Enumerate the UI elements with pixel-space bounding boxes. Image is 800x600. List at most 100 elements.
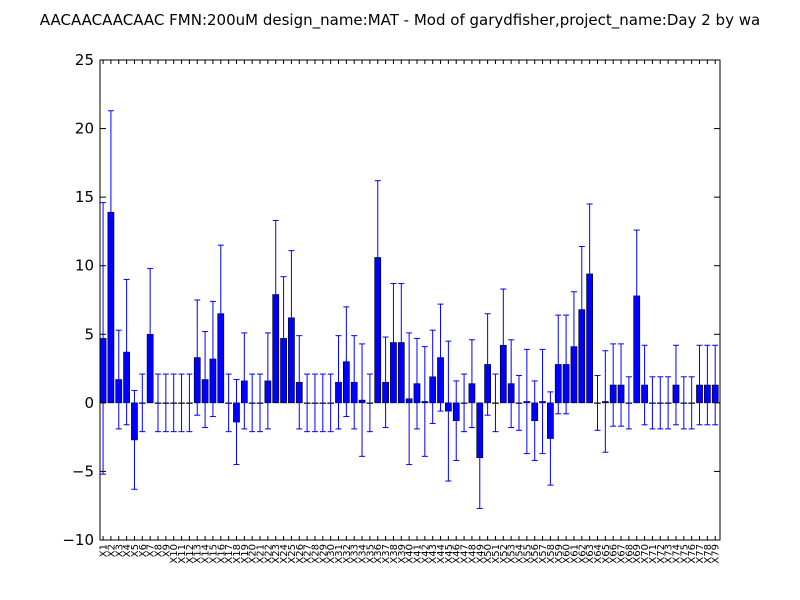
error-bar-X6 [139, 373, 146, 433]
error-bar-X64 [594, 374, 601, 431]
error-bar-X43 [429, 329, 436, 424]
error-bar-X15 [209, 300, 216, 418]
x-tick-label: X6 [138, 544, 149, 557]
x-tick-label: X24 [279, 544, 290, 564]
x-tick-label: X13 [193, 544, 204, 564]
error-bar-X54 [516, 374, 523, 431]
error-bar-X20 [249, 373, 256, 433]
x-tick-label: X1 [99, 544, 110, 557]
x-tick-label: X66 [609, 544, 620, 564]
x-tick-label: X22 [263, 544, 274, 564]
axes: X1X2X3X4X5X6X7X8X9X10X11X12X13X14X15X16X… [62, 51, 721, 564]
y-tick-label: 10 [75, 257, 94, 275]
error-bar-X14 [202, 331, 209, 429]
error-bar-X73 [665, 376, 672, 430]
x-tick-label: X55 [522, 544, 533, 564]
error-bar-X65 [602, 350, 609, 453]
error-bar-X61 [570, 291, 577, 402]
error-bar-X26 [296, 335, 303, 430]
x-tick-label: X36 [373, 544, 384, 564]
error-bar-X52 [500, 288, 507, 402]
error-bar-X3 [115, 329, 122, 430]
x-tick-label: X35 [365, 544, 376, 564]
x-tick-label: X45 [444, 544, 455, 564]
x-tick-label: X28 [310, 544, 321, 564]
error-bar-X10 [170, 373, 177, 433]
x-tick-label: X3 [114, 544, 125, 557]
x-tick-label: X7 [146, 544, 157, 557]
error-bar-X74 [672, 344, 679, 426]
x-tick-label: X56 [530, 544, 541, 564]
error-bar-X67 [618, 343, 625, 427]
y-tick-label: 0 [84, 394, 94, 412]
x-tick-label: X54 [515, 544, 526, 564]
error-bar-X60 [563, 314, 570, 415]
x-tick-label: X48 [467, 544, 478, 564]
error-bar-X69 [633, 229, 640, 363]
error-bar-X39 [398, 283, 405, 402]
x-tick-label: X26 [295, 544, 306, 564]
error-bar-X33 [351, 335, 358, 430]
x-tick-label: X25 [287, 544, 298, 564]
x-tick-label: X51 [491, 544, 502, 564]
error-bar-X59 [555, 314, 562, 415]
error-bar-X34 [359, 343, 366, 457]
error-bar-X42 [421, 346, 428, 457]
x-tick-label: X71 [648, 544, 659, 564]
y-tick-label: −10 [62, 531, 94, 549]
error-bar-X45 [445, 340, 452, 482]
error-bar-X70 [641, 344, 648, 426]
error-bar-X55 [523, 348, 530, 455]
error-bar-X7 [147, 267, 154, 401]
error-bar-X22 [264, 332, 271, 430]
error-bar-X41 [413, 337, 420, 430]
error-bar-X46 [453, 380, 460, 461]
x-tick-label: X47 [460, 544, 471, 564]
error-bar-X1 [100, 202, 107, 475]
y-tick-label: 5 [84, 325, 94, 343]
x-tick-label: X62 [577, 544, 588, 564]
error-bar-X31 [335, 335, 342, 430]
x-tick-label: X42 [420, 544, 431, 564]
x-tick-label: X8 [154, 544, 165, 557]
error-bar-X62 [578, 246, 585, 374]
error-bar-X29 [319, 373, 326, 433]
error-bar-X56 [531, 380, 538, 461]
x-tick-label: X57 [538, 544, 549, 564]
error-bar-X9 [162, 373, 169, 433]
x-tick-label: X79 [711, 544, 722, 564]
x-tick-label: X69 [632, 544, 643, 564]
error-bar-X68 [625, 376, 632, 430]
error-bar-X40 [406, 332, 413, 466]
x-tick-label: X75 [679, 544, 690, 564]
error-bar-X5 [131, 390, 138, 490]
error-bar-X35 [366, 373, 373, 433]
x-tick-label: X61 [569, 544, 580, 564]
x-tick-label: X4 [122, 544, 133, 557]
error-bar-X27 [304, 373, 311, 433]
x-tick-label: X63 [585, 544, 596, 564]
x-tick-label: X50 [483, 544, 494, 564]
error-bar-X23 [272, 219, 279, 370]
error-bar-X50 [484, 313, 491, 416]
error-bar-X77 [696, 344, 703, 426]
x-tick-label: X76 [687, 544, 698, 564]
error-bar-X44 [437, 303, 444, 412]
x-tick-label: X59 [554, 544, 565, 564]
x-tick-label: X11 [177, 544, 188, 564]
x-tick-label: X17 [224, 544, 235, 564]
x-tick-label: X34 [358, 544, 369, 564]
error-bar-X49 [476, 406, 483, 509]
x-tick-label: X27 [303, 544, 314, 564]
error-bar-X47 [461, 373, 468, 433]
x-tick-label: X29 [318, 544, 329, 564]
error-bar-X58 [547, 391, 554, 486]
error-bar-X24 [280, 276, 287, 401]
x-tick-label: X38 [389, 544, 400, 564]
x-tick-label: X31 [334, 544, 345, 564]
x-tick-label: X67 [617, 544, 628, 564]
plot-frame [99, 59, 721, 541]
x-tick-label: X30 [326, 544, 337, 564]
x-tick-label: X33 [350, 544, 361, 564]
